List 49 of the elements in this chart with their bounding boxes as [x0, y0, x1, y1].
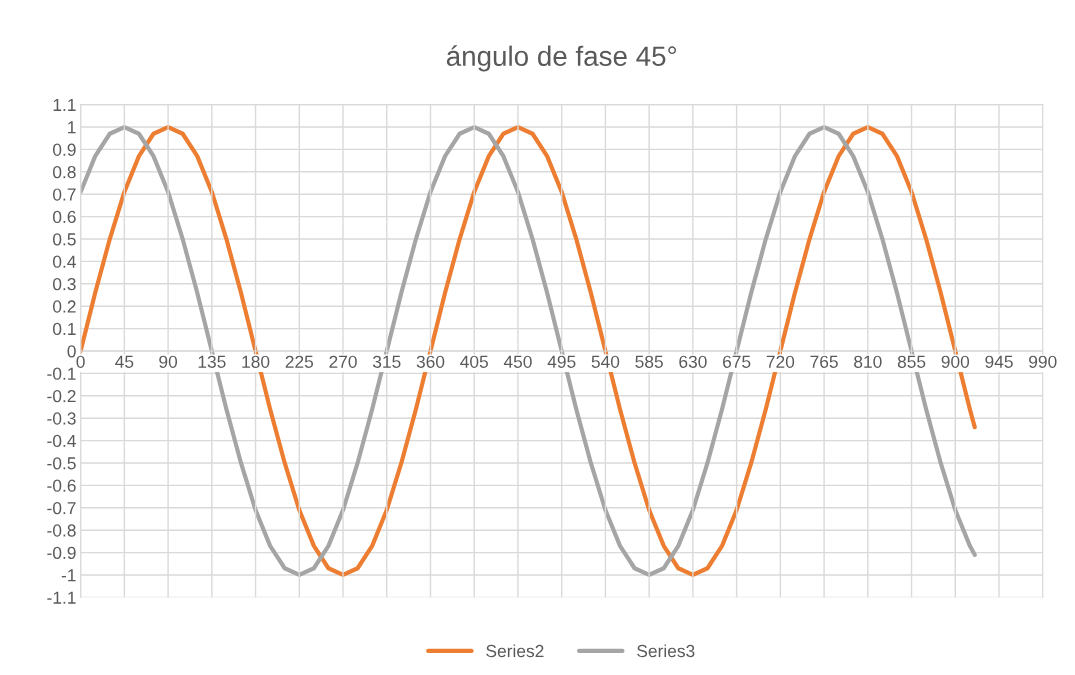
y-tick-label: 0.1 [53, 322, 76, 336]
y-tick-label: 1 [68, 121, 76, 134]
y-tick-label: -1.1 [47, 591, 76, 604]
x-tick-label: 855 [897, 355, 926, 368]
chart-title: ángulo de fase 45° [446, 45, 677, 72]
x-tick-label: 0 [76, 355, 85, 368]
y-tick-label: 0.8 [53, 165, 76, 179]
x-tick-label: 135 [198, 355, 226, 368]
x-tick-label: 450 [503, 355, 532, 368]
x-tick-label: 225 [285, 355, 314, 368]
y-tick-label: 1.1 [53, 98, 76, 111]
y-tick-label: -1 [61, 569, 76, 582]
y-tick-label: 0.3 [53, 277, 76, 291]
x-tick-label: 765 [810, 355, 838, 368]
x-tick-label: 945 [985, 355, 1013, 368]
y-tick-label: -0.6 [47, 479, 76, 492]
x-tick-label: 360 [416, 355, 445, 368]
y-tick-label: -0.5 [47, 457, 76, 470]
y-tick-label: -0.1 [47, 367, 76, 380]
x-tick-label: 810 [854, 355, 882, 368]
x-tick-label: 180 [242, 355, 270, 368]
y-tick-label: -0.2 [47, 389, 76, 403]
y-tick-label: -0.9 [47, 546, 76, 560]
x-tick-label: 405 [460, 355, 488, 368]
x-tick-label: 900 [941, 355, 970, 368]
legend-label: Series2 [486, 644, 544, 658]
y-tick-label: 0 [67, 345, 76, 358]
y-tick-label: -0.3 [47, 412, 76, 425]
y-tick-label: -0.7 [47, 501, 76, 515]
x-tick-label: 495 [547, 355, 576, 368]
x-tick-label: 540 [591, 355, 620, 368]
x-tick-label: 315 [372, 355, 401, 368]
x-tick-label: 990 [1029, 355, 1057, 368]
x-tick-label: 675 [723, 355, 751, 368]
x-tick-label: 720 [766, 355, 795, 368]
x-tick-label: 585 [635, 355, 663, 368]
legend-label: Series3 [637, 644, 695, 658]
y-tick-label: 0.6 [53, 210, 76, 224]
y-tick-label: 0.7 [53, 188, 76, 201]
y-tick-label: -0.4 [47, 434, 76, 448]
y-tick-label: 0.9 [53, 143, 76, 156]
x-tick-label: 90 [159, 355, 178, 368]
x-tick-label: 630 [679, 355, 707, 368]
y-tick-label: 0.2 [53, 300, 76, 313]
x-tick-label: 45 [115, 355, 134, 368]
x-tick-label: 270 [329, 355, 357, 368]
y-tick-label: 0.4 [53, 255, 76, 268]
y-tick-label: -0.8 [47, 524, 76, 537]
y-tick-label: 0.5 [53, 233, 76, 246]
